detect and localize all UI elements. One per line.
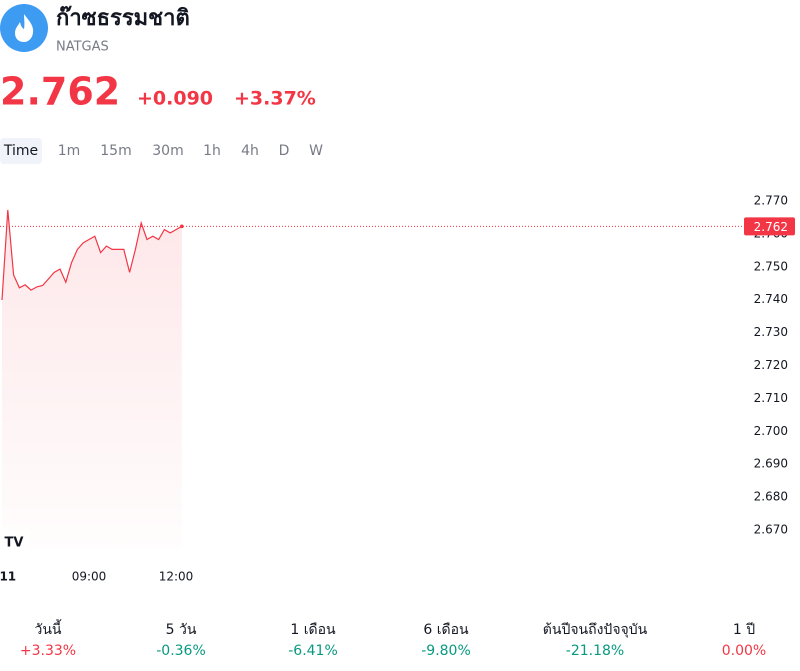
symbol: NATGAS — [56, 40, 109, 55]
last-point — [180, 224, 184, 229]
x-tick-label: 12:00 — [159, 570, 194, 584]
timeframe-option[interactable]: Time — [3, 143, 38, 159]
y-tick-label: 2.690 — [754, 457, 788, 471]
timeframe-option[interactable]: 1h — [203, 143, 221, 159]
price: 2.762 — [0, 70, 120, 114]
performance-label: วันนี้ — [34, 619, 62, 638]
performance-label: ต้นปีจนถึงปัจจุบัน — [543, 622, 648, 638]
chart: 2.670 2.680 2.690 2.700 2.710 2.720 2.730 2.740… — [0, 194, 795, 584]
timeframe-option[interactable]: 30m — [152, 143, 183, 159]
watermark: TV — [0, 530, 30, 556]
performance-value: 0.00% — [722, 643, 766, 659]
performance-value: -6.41% — [288, 643, 338, 659]
x-tick-label: 11 — [0, 570, 16, 584]
timeframe-option[interactable]: 15m — [100, 143, 131, 159]
timeframe-bar: Time 1m 15m 30m 1h 4h D W — [0, 138, 323, 164]
y-tick-label: 2.680 — [754, 490, 788, 504]
y-tick-label: 2.720 — [754, 358, 788, 372]
y-tick-label: 2.710 — [754, 391, 788, 405]
y-tick-label: 2.670 — [754, 523, 788, 537]
x-tick-label: 09:00 — [72, 570, 107, 584]
current-price-label: 2.762 — [754, 220, 788, 234]
title: ก๊าซธรรมชาติ — [56, 5, 190, 31]
performance-value: -9.80% — [421, 643, 471, 659]
performance-label: 5 วัน — [166, 622, 197, 638]
y-tick-label: 2.750 — [754, 259, 788, 273]
timeframe-option[interactable]: 4h — [241, 143, 259, 159]
performance-row: วันนี้ +3.33% 5 วัน -0.36% 1 เดือน -6.41% 6 เด… — [20, 619, 766, 659]
y-tick-label: 2.770 — [754, 194, 788, 208]
performance-label: 1 เดือน — [290, 622, 336, 638]
current-price-badge — [744, 217, 795, 236]
y-tick-label: 2.740 — [754, 292, 788, 306]
timeframe-option[interactable]: 1m — [58, 143, 81, 159]
timeframe-selected-bg — [0, 138, 42, 164]
y-tick-label: 2.730 — [754, 325, 788, 339]
performance-label: 1 ปี — [733, 622, 755, 638]
y-tick-label: 2.700 — [754, 424, 788, 438]
performance-value: -21.18% — [566, 643, 624, 659]
watermark-text: TV — [5, 536, 24, 551]
performance-label: 6 เดือน — [423, 622, 469, 638]
price-change: +0.090 — [137, 88, 213, 110]
area-fill — [2, 209, 182, 550]
timeframe-option[interactable]: W — [309, 143, 323, 159]
price-change-percent: +3.37% — [234, 88, 316, 110]
logo — [0, 4, 48, 52]
performance-value: -0.36% — [156, 643, 206, 659]
performance-value: +3.33% — [20, 643, 76, 659]
timeframe-option[interactable]: D — [279, 143, 290, 159]
price-line — [1, 209, 183, 301]
